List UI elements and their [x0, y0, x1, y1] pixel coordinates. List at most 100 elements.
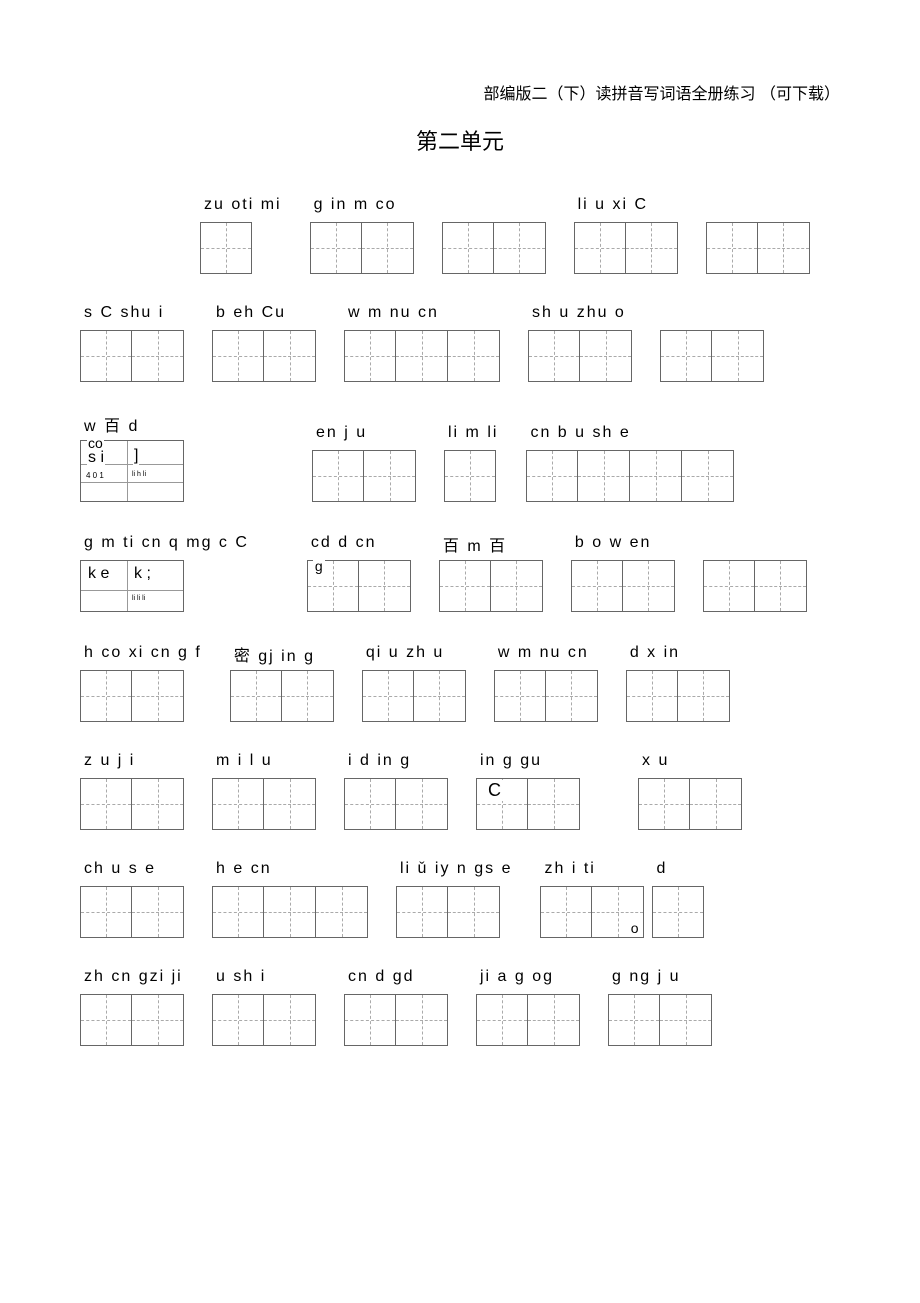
- pinyin-label: w m nu cn: [494, 644, 589, 666]
- pinyin-label: zh cn gzi ji: [80, 968, 183, 990]
- character-box: [212, 778, 264, 830]
- character-boxes: [626, 670, 730, 722]
- character-boxes: [494, 670, 598, 722]
- pinyin-label: li m li: [444, 424, 498, 446]
- pinyin-item: li ǔ iy n gs e: [396, 860, 512, 938]
- character-box: [80, 330, 132, 382]
- pinyin-label: cn d gd: [344, 968, 414, 990]
- character-box: [652, 886, 704, 938]
- pinyin-item: h e cn: [212, 860, 368, 938]
- character-boxes: [80, 330, 184, 382]
- pinyin-label: z u j i: [80, 752, 135, 774]
- pinyin-item: g in m co: [310, 196, 414, 274]
- pinyin-item: m i l u: [212, 752, 316, 830]
- pinyin-label: in g gu: [476, 752, 542, 774]
- character-box: [660, 330, 712, 382]
- pinyin-label: ji a g og: [476, 968, 554, 990]
- character-box: [630, 450, 682, 502]
- pinyin-label: b o w en: [571, 534, 651, 556]
- character-box: [212, 994, 264, 1046]
- pinyin-item: d: [652, 860, 704, 938]
- character-boxes: C: [476, 778, 580, 830]
- pinyin-label: [706, 196, 710, 218]
- character-boxes: o: [540, 886, 644, 938]
- character-box: [230, 670, 282, 722]
- character-box: [80, 778, 132, 830]
- character-boxes: [574, 222, 678, 274]
- character-box: [476, 994, 528, 1046]
- pinyin-label: m i l u: [212, 752, 273, 774]
- character-box: [212, 330, 264, 382]
- character-box: [494, 670, 546, 722]
- character-boxes: [80, 778, 184, 830]
- character-box: [528, 994, 580, 1046]
- character-boxes: [396, 886, 500, 938]
- overlay-text: 4 0 1: [85, 471, 105, 480]
- character-boxes: [706, 222, 810, 274]
- pinyin-label: [660, 304, 664, 326]
- character-box: [264, 330, 316, 382]
- character-boxes: [528, 330, 632, 382]
- character-box: [80, 670, 132, 722]
- character-boxes: [80, 670, 184, 722]
- pinyin-label: zu oti mi: [200, 196, 282, 218]
- pinyin-item: b eh Cu: [212, 304, 316, 382]
- pinyin-label: en j u: [312, 424, 367, 446]
- character-box: [80, 886, 132, 938]
- character-box: [439, 560, 491, 612]
- character-box: [132, 778, 184, 830]
- pinyin-item: cn d gd: [344, 968, 448, 1046]
- special-grid-box: cos i]4 0 1li h li: [80, 440, 184, 502]
- character-boxes: [476, 994, 580, 1046]
- pinyin-item: [706, 196, 810, 274]
- character-boxes: g: [307, 560, 411, 612]
- character-box: [626, 670, 678, 722]
- character-box: [528, 330, 580, 382]
- pinyin-item: cn b u sh e: [526, 424, 734, 502]
- pinyin-item: li m li: [444, 424, 498, 502]
- character-box: [491, 560, 543, 612]
- pinyin-label: li ǔ iy n gs e: [396, 860, 512, 882]
- character-box: [132, 670, 184, 722]
- character-boxes: [310, 222, 414, 274]
- character-boxes: [660, 330, 764, 382]
- character-box: [580, 330, 632, 382]
- character-box: [712, 330, 764, 382]
- overlay-text: li h li: [131, 471, 147, 478]
- character-boxes: [571, 560, 675, 612]
- pinyin-item: zh cn gzi ji: [80, 968, 184, 1046]
- pinyin-label: qi u zh u: [362, 644, 444, 666]
- worksheet-row: z u j im i l ui d in gin g guCx u: [60, 752, 860, 830]
- pinyin-item: b o w en: [571, 534, 675, 612]
- character-box: [448, 330, 500, 382]
- character-boxes: [312, 450, 416, 502]
- character-boxes: [526, 450, 734, 502]
- character-box: [448, 886, 500, 938]
- pinyin-label: cd d cn: [307, 534, 377, 556]
- pinyin-label: h co xi cn g f: [80, 644, 202, 666]
- character-box: [706, 222, 758, 274]
- character-box: [362, 222, 414, 274]
- pinyin-label: li u xi C: [574, 196, 648, 218]
- character-boxes: [212, 886, 368, 938]
- pinyin-label: w 百 d: [80, 412, 139, 436]
- character-box: [396, 330, 448, 382]
- pinyin-item: s C shu i: [80, 304, 184, 382]
- pinyin-item: cd d cn g: [307, 534, 411, 612]
- character-boxes: [200, 222, 252, 274]
- character-box: [540, 886, 592, 938]
- pinyin-label: h e cn: [212, 860, 272, 882]
- character-box: [623, 560, 675, 612]
- pinyin-item: qi u zh u: [362, 644, 466, 722]
- character-box: [578, 450, 630, 502]
- character-box: [414, 670, 466, 722]
- pinyin-label: i d in g: [344, 752, 411, 774]
- character-box: [364, 450, 416, 502]
- character-box: [80, 994, 132, 1046]
- pinyin-item: ch u s e: [80, 860, 184, 938]
- character-boxes: [212, 994, 316, 1046]
- character-box: [494, 222, 546, 274]
- pinyin-label: g m ti cn q mg c C: [80, 534, 249, 556]
- character-boxes: [230, 670, 334, 722]
- pinyin-item: [660, 304, 764, 382]
